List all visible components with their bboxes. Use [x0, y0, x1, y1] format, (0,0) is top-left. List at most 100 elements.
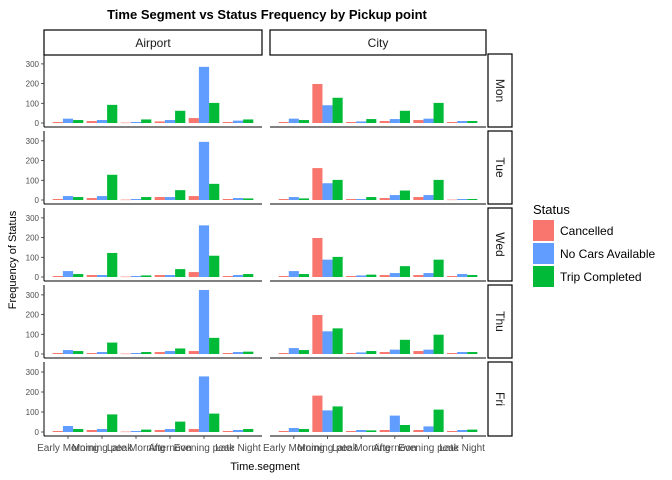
bar	[278, 122, 289, 123]
x-tick-label: Early Morning	[37, 443, 99, 454]
bar	[447, 431, 458, 432]
bar	[243, 119, 254, 123]
bar	[312, 237, 323, 277]
bar	[243, 429, 254, 432]
bar	[62, 350, 74, 354]
bar	[413, 430, 424, 432]
bar	[154, 197, 165, 200]
bar	[52, 276, 63, 277]
bar	[164, 351, 176, 354]
bar	[467, 352, 478, 354]
bar	[312, 395, 323, 432]
facet-strip-label: Mon	[493, 79, 507, 102]
bar	[298, 274, 309, 277]
bar	[312, 83, 323, 123]
y-tick-label: 300	[26, 60, 40, 69]
y-tick-label: 200	[26, 157, 40, 166]
bar	[73, 429, 84, 432]
bar	[243, 274, 254, 277]
bar	[164, 429, 176, 432]
bar	[154, 352, 165, 354]
bar	[141, 275, 152, 277]
bar	[188, 429, 199, 432]
bar	[164, 197, 176, 200]
bar	[198, 376, 210, 432]
x-tick-label: Morning peak	[72, 443, 134, 454]
bar	[457, 274, 468, 277]
bar	[73, 120, 84, 123]
x-tick-label: Evening peak	[398, 443, 460, 454]
x-axis-title: Time.segment	[230, 461, 299, 473]
bar	[298, 429, 309, 432]
bar	[222, 276, 233, 277]
bar	[175, 348, 186, 354]
bar	[389, 273, 400, 277]
bar	[209, 255, 220, 277]
bar	[86, 353, 97, 354]
bar	[175, 110, 186, 123]
legend-title: Status	[533, 202, 570, 217]
bar	[457, 352, 468, 354]
bar	[141, 197, 152, 200]
bar	[379, 198, 390, 200]
bar	[120, 122, 131, 124]
facet-strip-label: Airport	[135, 36, 171, 50]
bar	[366, 351, 377, 354]
y-tick-label: 0	[35, 119, 40, 128]
y-tick-label: 0	[35, 196, 40, 205]
facet-strip-thu	[487, 284, 513, 359]
legend-entry-label: Trip Completed	[560, 270, 642, 284]
y-tick-label: 100	[26, 253, 40, 262]
bar	[96, 120, 108, 123]
bar	[379, 275, 390, 277]
bar	[379, 430, 390, 432]
y-tick-label: 200	[26, 311, 40, 320]
bar	[413, 120, 424, 123]
bar	[399, 190, 410, 200]
bar	[86, 121, 97, 123]
bar	[164, 120, 176, 123]
bar	[288, 197, 299, 200]
bar	[298, 120, 309, 123]
bar	[232, 275, 244, 277]
bar	[86, 275, 97, 277]
bar	[447, 122, 458, 123]
y-tick-label: 300	[26, 291, 40, 300]
bar	[96, 429, 108, 432]
bar	[423, 349, 434, 354]
chart-title: Time Segment vs Status Frequency by Pick…	[107, 7, 427, 22]
bar	[423, 273, 434, 277]
bar	[332, 179, 343, 200]
bar	[52, 122, 63, 123]
bar	[399, 425, 410, 432]
bar	[130, 199, 142, 200]
bar	[209, 183, 220, 200]
bar	[356, 430, 367, 432]
bar	[322, 259, 333, 277]
bar	[467, 121, 478, 123]
bar	[96, 275, 108, 277]
bar	[96, 352, 108, 354]
facet-panels: Airport City Mon Tue Wed Thu Fri 0 100 200 300 0 100…	[26, 29, 513, 454]
bar	[222, 353, 233, 354]
bar	[288, 271, 299, 277]
bar	[107, 342, 118, 354]
legend-key	[533, 266, 554, 287]
bar	[198, 66, 210, 123]
bar	[52, 353, 63, 354]
legend-key	[533, 220, 554, 241]
bar	[413, 351, 424, 354]
bar	[164, 275, 176, 277]
bar	[322, 183, 333, 200]
bar	[366, 430, 377, 432]
bar	[423, 426, 434, 432]
bar	[346, 353, 357, 354]
bar	[107, 414, 118, 432]
legend-entry-label: No Cars Available	[560, 247, 655, 261]
y-tick-label: 200	[26, 80, 40, 89]
bar	[413, 197, 424, 200]
bar	[175, 269, 186, 277]
bar	[433, 409, 444, 432]
bar	[120, 199, 131, 201]
bar	[73, 351, 84, 354]
